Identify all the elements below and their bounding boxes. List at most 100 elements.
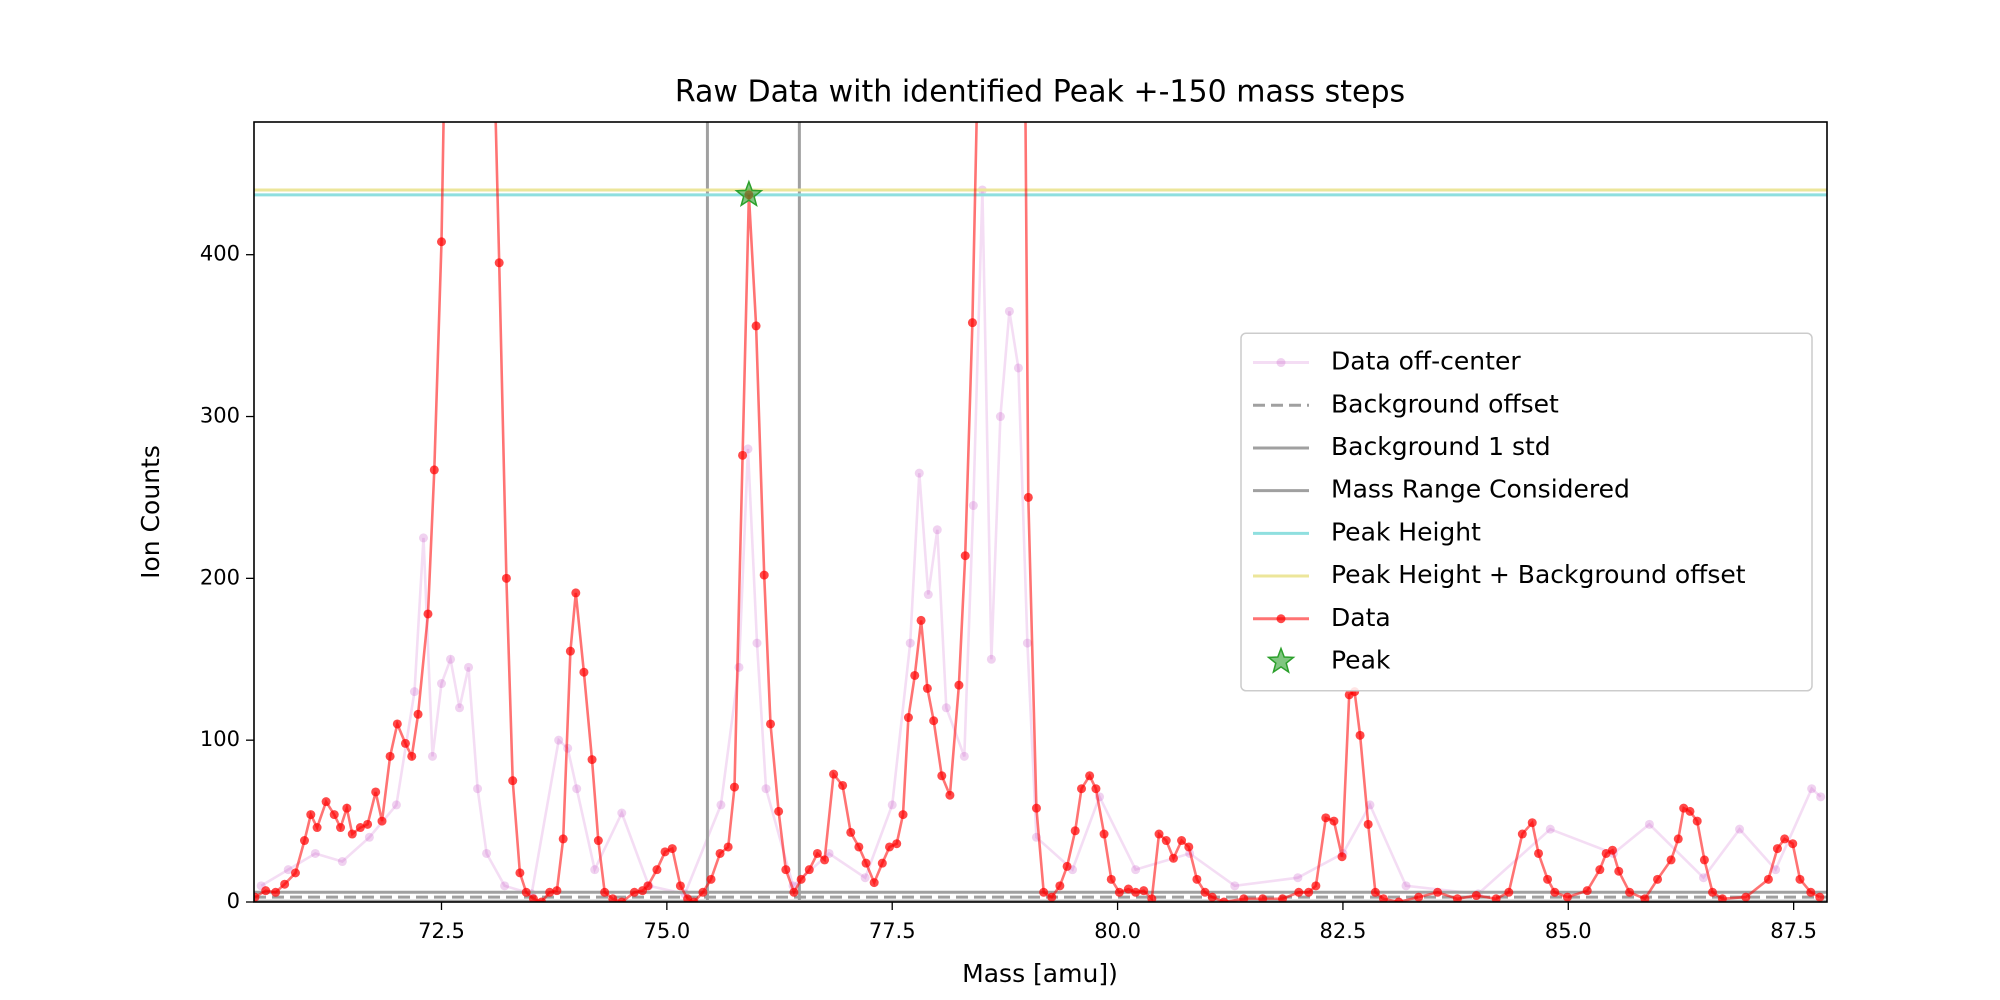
legend-label: Peak Height + Background offset	[1331, 560, 1746, 589]
data-point	[1114, 887, 1124, 897]
data-point	[1192, 874, 1202, 884]
data-point	[501, 573, 511, 583]
data-point	[528, 894, 538, 902]
data-point	[312, 823, 322, 833]
data-point	[1131, 887, 1141, 897]
data-point	[932, 525, 942, 535]
data-point	[1795, 874, 1805, 884]
x-tick-label: 77.5	[869, 919, 916, 943]
data-point	[1717, 894, 1727, 902]
data-point	[1099, 829, 1109, 839]
legend-label: Background 1 std	[1331, 432, 1551, 461]
data-point	[321, 797, 331, 807]
data-point	[923, 590, 933, 600]
data-point	[1545, 824, 1555, 834]
data-point	[409, 687, 419, 697]
data-point	[1106, 874, 1116, 884]
x-tick-label: 72.5	[418, 919, 465, 943]
data-point	[429, 465, 439, 475]
data-point	[959, 751, 969, 761]
data-point	[377, 816, 387, 826]
data-point	[600, 887, 610, 897]
data-point	[960, 551, 970, 561]
data-point	[706, 874, 716, 884]
data-point	[446, 654, 456, 664]
data-point	[1207, 892, 1217, 902]
data-point	[986, 654, 996, 664]
data-point	[781, 865, 791, 875]
data-point	[898, 810, 908, 820]
data-point	[280, 879, 290, 889]
data-point	[1311, 881, 1321, 891]
data-point	[910, 670, 920, 680]
data-point	[1692, 816, 1702, 826]
data-point	[355, 823, 365, 833]
x-tick-label: 80.0	[1094, 919, 1141, 943]
data-point	[545, 887, 555, 897]
data-point	[1337, 852, 1347, 862]
data-point	[385, 751, 395, 761]
data-point	[1131, 865, 1141, 875]
data-point	[751, 321, 761, 331]
x-tick-label: 82.5	[1320, 919, 1367, 943]
y-tick-label: 100	[200, 727, 240, 751]
data-point	[254, 892, 260, 902]
plot-frame	[253, 121, 1828, 903]
data-point	[1806, 887, 1816, 897]
data-point	[400, 738, 410, 748]
data-point	[363, 819, 373, 829]
data-point	[1031, 803, 1041, 813]
data-point	[1666, 855, 1676, 865]
data-point	[310, 848, 320, 858]
data-point	[515, 868, 525, 878]
chart-title: Raw Data with identified Peak +-150 mass…	[675, 75, 1405, 110]
x-tick-label: 85.0	[1545, 919, 1592, 943]
data-point	[1278, 894, 1288, 902]
data-point	[716, 800, 726, 810]
y-tick-label: 0	[227, 889, 240, 913]
data-point	[1363, 819, 1373, 829]
data-point	[1644, 819, 1654, 829]
data-point	[1139, 886, 1149, 896]
data-point	[1123, 884, 1133, 894]
data-line	[254, 122, 1821, 902]
data-point	[494, 258, 504, 268]
data-point	[290, 868, 300, 878]
data-point	[1471, 891, 1481, 901]
data-point	[1077, 784, 1087, 794]
data-point	[892, 839, 902, 849]
data-point	[1062, 861, 1072, 871]
data-point	[342, 803, 352, 813]
data-point	[617, 897, 627, 902]
data-point	[436, 237, 446, 247]
data-point	[1414, 892, 1424, 902]
data-point	[572, 784, 582, 794]
data-point	[1258, 894, 1268, 902]
data-point	[854, 842, 864, 852]
data-point	[660, 847, 670, 857]
data-point	[1020, 7, 1029, 16]
data-point	[1355, 730, 1365, 740]
data-point	[861, 858, 871, 868]
data-point	[1378, 894, 1388, 902]
data-point	[1550, 887, 1560, 897]
plot-area	[254, 7, 1827, 902]
y-tick-label: 200	[200, 565, 240, 589]
data-point	[283, 865, 293, 875]
legend: Data off-center Background offset Backgrou…	[1240, 332, 1813, 692]
legend-label: Data	[1331, 603, 1391, 632]
data-point	[652, 865, 662, 875]
data-point	[500, 881, 510, 891]
data-point	[1741, 892, 1751, 902]
data-point	[1177, 836, 1187, 846]
data-point	[752, 638, 762, 648]
data-point	[407, 751, 417, 761]
data-point	[1807, 784, 1817, 794]
data-point	[565, 646, 575, 656]
data-point	[1504, 887, 1514, 897]
legend-box	[1240, 332, 1813, 692]
data-point	[860, 873, 870, 883]
data-point	[774, 806, 784, 816]
data-line	[260, 189, 1822, 896]
